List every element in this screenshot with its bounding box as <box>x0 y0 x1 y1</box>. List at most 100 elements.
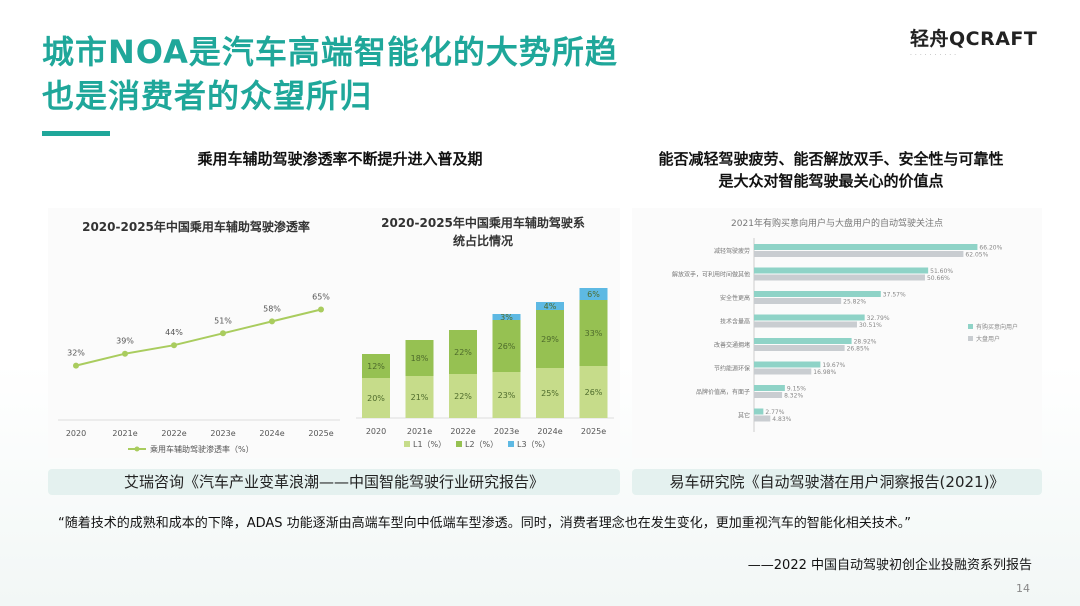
bar-segment <box>405 340 434 376</box>
bar-segment <box>579 366 608 418</box>
data-label: 18% <box>411 354 429 363</box>
bar <box>754 408 764 415</box>
legend-label: L3（%） <box>517 440 550 449</box>
x-tick-label: 2020 <box>366 427 386 436</box>
bar <box>754 361 821 368</box>
x-tick-label: 2025e <box>308 429 333 438</box>
bar-segment <box>449 374 477 418</box>
bar <box>754 415 771 422</box>
data-label: 62.05% <box>965 252 988 259</box>
legend-swatch <box>508 441 514 447</box>
data-label: 12% <box>367 362 385 371</box>
line-chart: 32% 2020 39% 2021e 44% 2022e 51% 2023e 58% 2024e 6… <box>58 293 340 454</box>
bar-segment <box>536 302 564 310</box>
data-label: 22% <box>454 348 472 357</box>
x-tick-label: 2023e <box>210 429 235 438</box>
data-label: 37.57% <box>883 292 906 299</box>
data-label: 2.77% <box>765 409 784 416</box>
y-tick-label: 解放双手，可利用时间做其他 <box>672 271 750 279</box>
legend-label: 乘用车辅助驾驶渗透率（%） <box>150 444 254 454</box>
company-logo: 轻舟QCRAFT ·········· <box>910 24 1040 59</box>
title-line-1: 城市NOA是汽车高端智能化的大势所趋 <box>42 33 618 71</box>
bar <box>754 345 845 351</box>
data-label: 21% <box>411 393 429 402</box>
bar-segment <box>536 310 564 368</box>
stacked-chart-title-line-1: 2020-2025年中国乘用车辅助驾驶系 <box>381 216 585 230</box>
logo-tagline-mark: ·········· <box>910 52 960 59</box>
bar <box>754 267 929 274</box>
data-point <box>269 318 275 325</box>
data-label: 9.15% <box>787 386 806 393</box>
quote-source: ——2022 中国自动驾驶初创企业投融资系列报告 <box>747 558 1032 573</box>
left-charts-panel: 2020-2025年中国乘用车辅助驾驶渗透率 2020-2025年中国乘用车辅助… <box>48 208 620 458</box>
y-tick-label: 其它 <box>738 412 750 420</box>
source-right: 易车研究院《自动驾驶潜在用户洞察报告(2021)》 <box>632 469 1042 495</box>
y-tick-label: 改善交通拥堵 <box>714 341 750 349</box>
bar-segment <box>405 376 434 418</box>
data-point <box>220 330 226 337</box>
bar <box>754 298 842 304</box>
x-tick-label: 2022e <box>450 427 475 436</box>
bar <box>754 368 812 375</box>
bar-segment <box>362 354 390 378</box>
data-label: 4.83% <box>772 416 791 423</box>
data-label: 19.67% <box>822 362 845 369</box>
legend-swatch <box>456 441 462 447</box>
legend-label: L1（%） <box>413 440 446 449</box>
bar <box>754 338 852 344</box>
data-label: 30.51% <box>859 322 882 329</box>
bar-segment <box>579 288 608 300</box>
bar <box>754 321 857 328</box>
data-label: 33% <box>585 329 603 338</box>
title-line-2: 也是消费者的众望所归 <box>42 77 373 115</box>
bar <box>754 385 785 391</box>
data-point <box>73 362 79 369</box>
source-left: 艾瑞咨询《汽车产业变革浪潮——中国智能驾驶行业研究报告》 <box>48 469 620 495</box>
bar-segment <box>362 378 390 418</box>
right-section-heading: 能否减轻驾驶疲劳、能否解放双手、安全性与可靠性 是大众对智能驾驶最关心的价值点 <box>616 148 1046 192</box>
data-label: 66.20% <box>979 245 1002 252</box>
bar-segment <box>449 330 477 374</box>
line-chart-title: 2020-2025年中国乘用车辅助驾驶渗透率 <box>82 220 310 234</box>
data-label: 25.82% <box>843 299 866 306</box>
bar <box>754 244 978 250</box>
data-point <box>318 306 324 313</box>
horizontal-chart-title: 2021年有购买意向用户与大盘用户的自动驾驶关注点 <box>731 219 943 229</box>
quote-text: “随着技术的成熟和成本的下降，ADAS 功能逐渐由高端车型向中低端车型渗透。同时… <box>58 516 911 531</box>
data-label: 26.85% <box>847 346 870 353</box>
data-label: 32.79% <box>867 315 890 322</box>
data-label: 16.98% <box>813 369 836 376</box>
x-tick-label: 2023e <box>494 427 519 436</box>
legend-swatch <box>404 441 410 447</box>
page-title: 城市NOA是汽车高端智能化的大势所趋 也是消费者的众望所归 <box>42 30 618 118</box>
stacked-chart-title-line-2: 统占比情况 <box>452 234 513 248</box>
left-section-heading: 乘用车辅助驾驶渗透率不断提升进入普及期 <box>197 150 483 168</box>
data-label: 28.92% <box>854 339 877 346</box>
right-chart-panel: 2021年有购买意向用户与大盘用户的自动驾驶关注点 减轻驾驶疲劳 66.20% 62… <box>632 208 1042 458</box>
bar-segment <box>579 300 608 366</box>
x-tick-label: 2021e <box>407 427 432 436</box>
bar-segment <box>492 314 521 320</box>
x-tick-label: 2024e <box>259 429 284 438</box>
y-tick-label: 节约能源环保 <box>714 365 750 373</box>
x-tick-label: 2022e <box>161 429 186 438</box>
data-label: 32% <box>67 349 85 358</box>
data-label: 58% <box>263 304 281 313</box>
bar <box>754 291 881 297</box>
data-label: 29% <box>541 335 559 344</box>
x-tick-label: 2020 <box>66 429 86 438</box>
data-label: 25% <box>541 389 559 398</box>
data-label: 26% <box>585 388 603 397</box>
bar <box>754 274 925 281</box>
data-label: 22% <box>454 392 472 401</box>
data-label: 20% <box>367 394 385 403</box>
data-label: 65% <box>312 293 330 302</box>
right-heading-line-1: 能否减轻驾驶疲劳、能否解放双手、安全性与可靠性 <box>658 150 1004 168</box>
data-label: 51.60% <box>930 268 953 275</box>
bar <box>754 314 865 321</box>
legend-label: 大盘用户 <box>976 335 1000 343</box>
y-tick-label: 品牌价值高，有面子 <box>696 388 750 396</box>
horizontal-bar-chart: 减轻驾驶疲劳 66.20%62.05% 解放双手，可利用时间做其他 51.60%50.… <box>672 238 1018 432</box>
data-label: 4% <box>544 302 557 311</box>
